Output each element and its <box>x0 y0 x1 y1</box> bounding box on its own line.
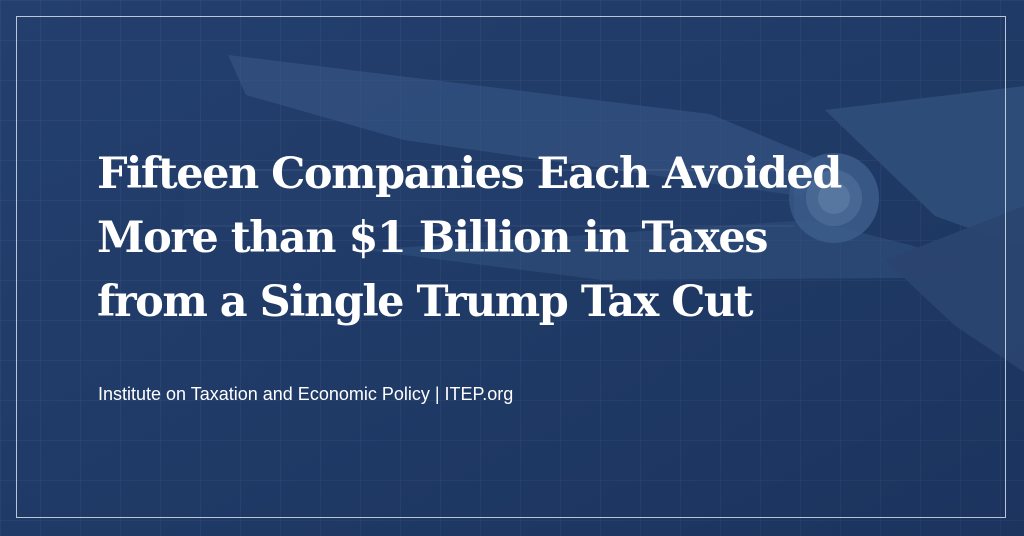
source-credit: Institute on Taxation and Economic Polic… <box>98 384 514 404</box>
white-border-frame <box>16 16 1006 518</box>
headline: Fifteen Companies Each Avoided More than… <box>97 142 857 334</box>
headline-line-2: More than $1 Billion in Taxes <box>97 213 768 263</box>
scissors-pivot <box>789 153 879 243</box>
scissors-blade-top <box>228 55 845 196</box>
headline-line-3: from a Single Trump Tax Cut <box>97 277 754 327</box>
tax-paper-strip <box>184 169 794 227</box>
headline-line-1: Fifteen Companies Each Avoided <box>97 149 842 199</box>
scissors-handle <box>825 86 1024 372</box>
